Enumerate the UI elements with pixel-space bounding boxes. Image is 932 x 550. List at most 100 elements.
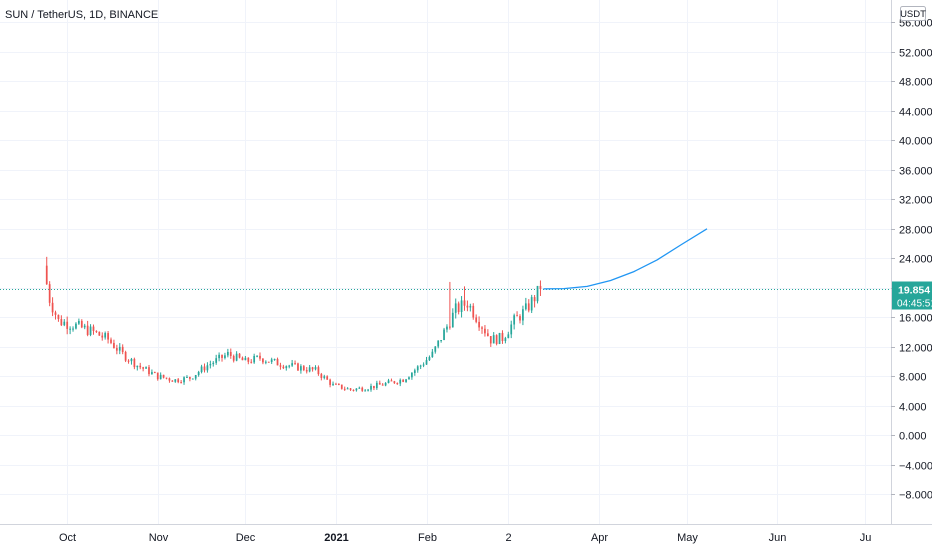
candle-body <box>466 305 469 308</box>
candle-body <box>323 376 326 378</box>
currency-badge[interactable]: USDT <box>900 6 926 21</box>
candle-body <box>121 346 124 353</box>
candle-body <box>294 363 296 365</box>
candle-body <box>367 389 369 391</box>
candle-body <box>361 387 364 391</box>
candle-body <box>320 374 323 378</box>
candle-body <box>224 355 226 358</box>
candle-body <box>247 357 250 362</box>
candle-body <box>66 321 69 329</box>
candle-body <box>95 330 98 332</box>
candle-body <box>355 388 358 391</box>
y-tick-label: 0.000 <box>899 431 927 443</box>
candle-body <box>469 305 472 308</box>
candle-body <box>51 302 54 313</box>
candle-body <box>314 367 317 370</box>
candle-body <box>133 358 136 368</box>
x-tick-label: Dec <box>236 532 256 544</box>
candle-body <box>457 303 460 312</box>
candle-body <box>63 321 66 326</box>
time-axis[interactable]: Oct Nov Dec 2021 Feb 2 Apr May Jun Ju <box>59 532 871 544</box>
candle-body <box>530 297 533 311</box>
candle-body <box>171 380 174 382</box>
candle-body <box>162 374 165 378</box>
x-tick-label: Oct <box>59 532 76 544</box>
candle-body <box>402 379 405 382</box>
candle-body <box>501 332 504 341</box>
candle-body <box>54 312 57 315</box>
candle-body <box>396 383 399 385</box>
candles-layer <box>45 256 542 392</box>
last-price-badge: 19.854 04:45:51 <box>892 281 932 310</box>
price-axis[interactable]: 56.00052.00048.00044.00040.00036.00032.0… <box>891 18 932 502</box>
candle-body <box>375 382 378 389</box>
candle-body <box>101 335 104 338</box>
candle-body <box>504 338 507 341</box>
y-tick-label: 4.000 <box>899 402 927 414</box>
candle-body <box>408 377 410 380</box>
candle-body <box>489 336 492 344</box>
symbol-title[interactable]: SUN / TetherUS, 1D, BINANCE <box>5 9 158 21</box>
candle-body <box>384 383 387 386</box>
candle-body <box>486 333 489 337</box>
candle-body <box>337 383 340 385</box>
y-tick-label: 36.000 <box>899 166 932 178</box>
candle-body <box>302 366 305 371</box>
candle-body <box>80 320 83 328</box>
candle-body <box>69 328 71 330</box>
candle-body <box>431 351 434 358</box>
y-tick-label: 16.000 <box>899 313 932 325</box>
candle-body <box>98 331 101 336</box>
candle-body <box>300 366 302 371</box>
candle-body <box>510 324 513 335</box>
candle-body <box>451 312 454 328</box>
candle-body <box>460 300 463 312</box>
candle-body <box>495 335 498 344</box>
price-axis-background <box>891 0 932 524</box>
candle-body <box>174 379 177 382</box>
candle-body <box>454 303 457 313</box>
projection-layer <box>543 228 708 290</box>
candle-body <box>413 370 416 373</box>
candle-body <box>498 332 501 344</box>
candle-body <box>151 372 153 375</box>
candle-body <box>481 327 483 329</box>
candle-body <box>148 367 150 375</box>
candle-body <box>127 360 130 362</box>
candle-body <box>539 285 542 289</box>
candle-body <box>349 388 352 390</box>
candle-body <box>270 359 273 362</box>
candle-body <box>358 387 361 389</box>
candle-body <box>279 365 282 367</box>
candle-body <box>308 367 311 372</box>
candle-body <box>226 351 229 356</box>
candle-body <box>419 365 422 367</box>
candle-body <box>449 326 451 328</box>
y-tick-label: 52.000 <box>899 48 932 60</box>
candle-body <box>472 305 475 318</box>
candle-body <box>86 325 89 335</box>
candle-body <box>373 385 375 389</box>
candle-body <box>110 339 112 343</box>
candle-body <box>262 358 264 363</box>
candle-body <box>203 366 206 371</box>
candle-body <box>378 382 381 385</box>
x-tick-label: May <box>677 532 698 544</box>
candle-body <box>104 333 107 338</box>
candle-body <box>536 285 539 302</box>
candle-body <box>291 363 294 366</box>
candle-body <box>428 357 431 361</box>
candle-body <box>142 367 145 369</box>
y-tick-label: 44.000 <box>899 107 932 119</box>
candle-body <box>507 334 510 339</box>
candle-body <box>191 378 194 380</box>
candle-body <box>250 361 253 363</box>
candle-body <box>311 367 314 370</box>
y-tick-label: 40.000 <box>899 136 932 148</box>
x-tick-label: Ju <box>860 532 872 544</box>
candle-body <box>232 355 235 361</box>
candle-body <box>273 358 276 360</box>
candle-body <box>484 328 486 334</box>
